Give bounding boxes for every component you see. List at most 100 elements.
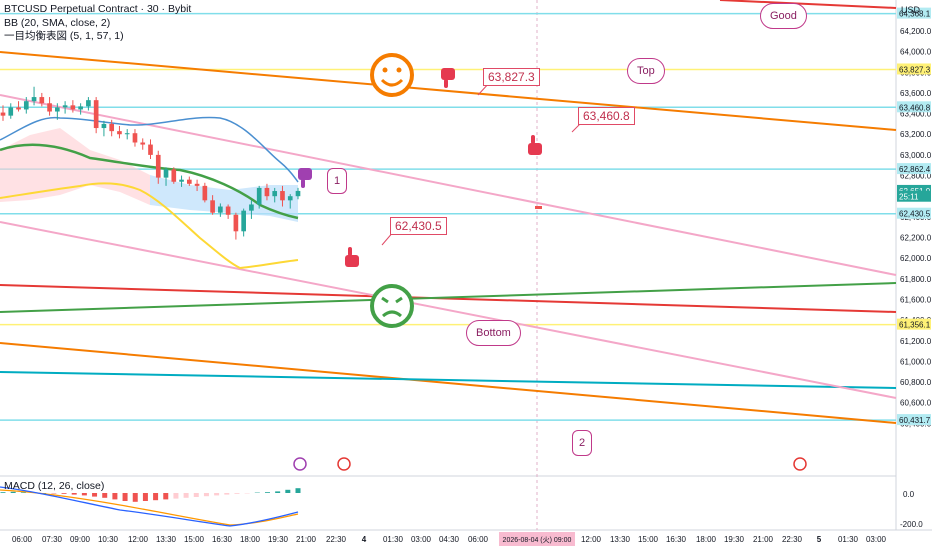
happy-face-eye xyxy=(396,67,402,73)
candle-body xyxy=(148,144,153,155)
candle-body xyxy=(47,103,52,112)
macd-bar xyxy=(81,493,87,496)
time-tick-label: 19:30 xyxy=(268,535,289,544)
wave-label-1[interactable]: 1 xyxy=(327,168,348,194)
time-tick-label: 09:00 xyxy=(70,535,91,544)
price-label-text: 25:11 xyxy=(899,193,919,202)
candle-body xyxy=(124,133,130,135)
macd-bar xyxy=(224,493,230,495)
macd-bar xyxy=(92,493,98,497)
price-tick-label: 63,400.0 xyxy=(900,110,932,119)
price-tick-label: 60,800.0 xyxy=(900,378,932,387)
macd-tick-label: 0.0 xyxy=(903,490,915,499)
ichimoku-cloud-blue xyxy=(150,175,298,222)
candle-body xyxy=(39,97,45,104)
pointing-hand-icon xyxy=(441,68,455,88)
price-tick-label: 61,600.0 xyxy=(900,295,932,304)
green-trendline xyxy=(0,282,897,313)
candle-body xyxy=(194,183,200,186)
callout-price-low[interactable]: 62,430.5 xyxy=(390,217,447,235)
happy-face-mouth xyxy=(380,78,404,87)
macd-bar xyxy=(10,491,16,493)
candle-body xyxy=(249,204,254,211)
macd-bar xyxy=(0,492,6,493)
price-tick-label: 64,000.0 xyxy=(900,48,932,57)
bb-indicator-label[interactable]: BB (20, SMA, close, 2) xyxy=(4,17,111,29)
time-tick-label: 03:00 xyxy=(411,535,432,544)
time-tick-label: 16:30 xyxy=(666,535,687,544)
price-tick-label: 63,200.0 xyxy=(900,130,932,139)
time-tick-label: 21:00 xyxy=(296,535,317,544)
time-tick-label: 18:00 xyxy=(696,535,717,544)
time-tick-label: 5 xyxy=(817,535,822,544)
price-label-box xyxy=(897,184,931,196)
macd-bar xyxy=(112,493,118,500)
bollinger-basis xyxy=(0,143,299,220)
crosshair-time-label: 2026-08-04 (火) 09:00 xyxy=(503,536,572,544)
pointing-hand-icon-finger xyxy=(531,135,535,144)
price-label-box xyxy=(897,414,931,426)
macd-bar xyxy=(193,493,199,497)
price-tick-label: 63,600.0 xyxy=(900,89,932,98)
event-marker-icon xyxy=(337,457,351,471)
time-tick-label: 10:30 xyxy=(98,535,119,544)
macd-bar xyxy=(203,493,209,497)
pointing-hand-icon-palm xyxy=(345,255,359,267)
price-label-text: 60,431.7 xyxy=(899,416,931,425)
candle-body xyxy=(295,190,301,197)
candle-body xyxy=(55,107,60,112)
time-tick-label: 03:00 xyxy=(866,535,887,544)
sad-face-icon xyxy=(370,284,414,328)
time-tick-label: 13:30 xyxy=(156,535,177,544)
candle-body xyxy=(140,142,146,145)
ichimoku-cloud-red xyxy=(0,128,150,205)
macd-bar xyxy=(214,493,220,496)
candle-body xyxy=(163,169,169,178)
candle-body xyxy=(218,206,223,213)
price-axis-bg xyxy=(896,0,932,550)
candle-body xyxy=(16,107,21,110)
sad-face-eyes xyxy=(381,296,403,304)
macd-bar xyxy=(132,493,138,502)
candle-body xyxy=(272,191,278,197)
currency-label: USD xyxy=(900,5,920,15)
candle-body xyxy=(86,100,91,107)
candle-body xyxy=(233,214,239,232)
candle-body xyxy=(0,112,6,116)
candle-body xyxy=(225,206,231,215)
price-label-text: 64,368.1 xyxy=(899,10,931,19)
macd-bar xyxy=(142,493,148,501)
time-tick-label: 07:30 xyxy=(42,535,63,544)
pink-channel-lower xyxy=(0,221,897,399)
candle-body xyxy=(117,131,122,135)
bollinger-upper xyxy=(0,116,299,183)
candle-body xyxy=(256,187,262,205)
macd-bar xyxy=(71,493,77,495)
time-tick-label: 13:30 xyxy=(610,535,631,544)
candle-body xyxy=(287,196,293,201)
price-tick-label: 62,200.0 xyxy=(900,234,932,243)
candle-body xyxy=(70,105,76,110)
candle-body xyxy=(210,200,215,213)
sad-face-mouth xyxy=(382,310,402,318)
bottom-note[interactable]: Bottom xyxy=(466,320,521,346)
candle-body xyxy=(23,101,29,110)
good-note[interactable]: Good xyxy=(760,3,807,29)
macd-indicator-label[interactable]: MACD (12, 26, close) xyxy=(4,480,105,492)
callout-price-high[interactable]: 63,827.3 xyxy=(483,68,540,86)
price-label-box xyxy=(897,163,931,175)
candle-body xyxy=(31,97,37,102)
wave-label-2[interactable]: 2 xyxy=(572,430,593,456)
price-tick-label: 61,200.0 xyxy=(900,337,932,346)
macd-bar xyxy=(183,493,189,498)
happy-face-ring xyxy=(370,53,414,97)
crosshair-time-box xyxy=(499,532,575,546)
callout-price-mid[interactable]: 63,460.8 xyxy=(578,107,635,125)
event-marker-icon xyxy=(793,457,807,471)
macd-bar xyxy=(285,489,291,493)
orange-trendline-lower xyxy=(0,342,897,424)
candle-body xyxy=(179,179,184,182)
top-note[interactable]: Top xyxy=(627,58,665,84)
ichimoku-indicator-label[interactable]: 一目均衡表図 (5, 1, 57, 1) xyxy=(4,30,124,42)
